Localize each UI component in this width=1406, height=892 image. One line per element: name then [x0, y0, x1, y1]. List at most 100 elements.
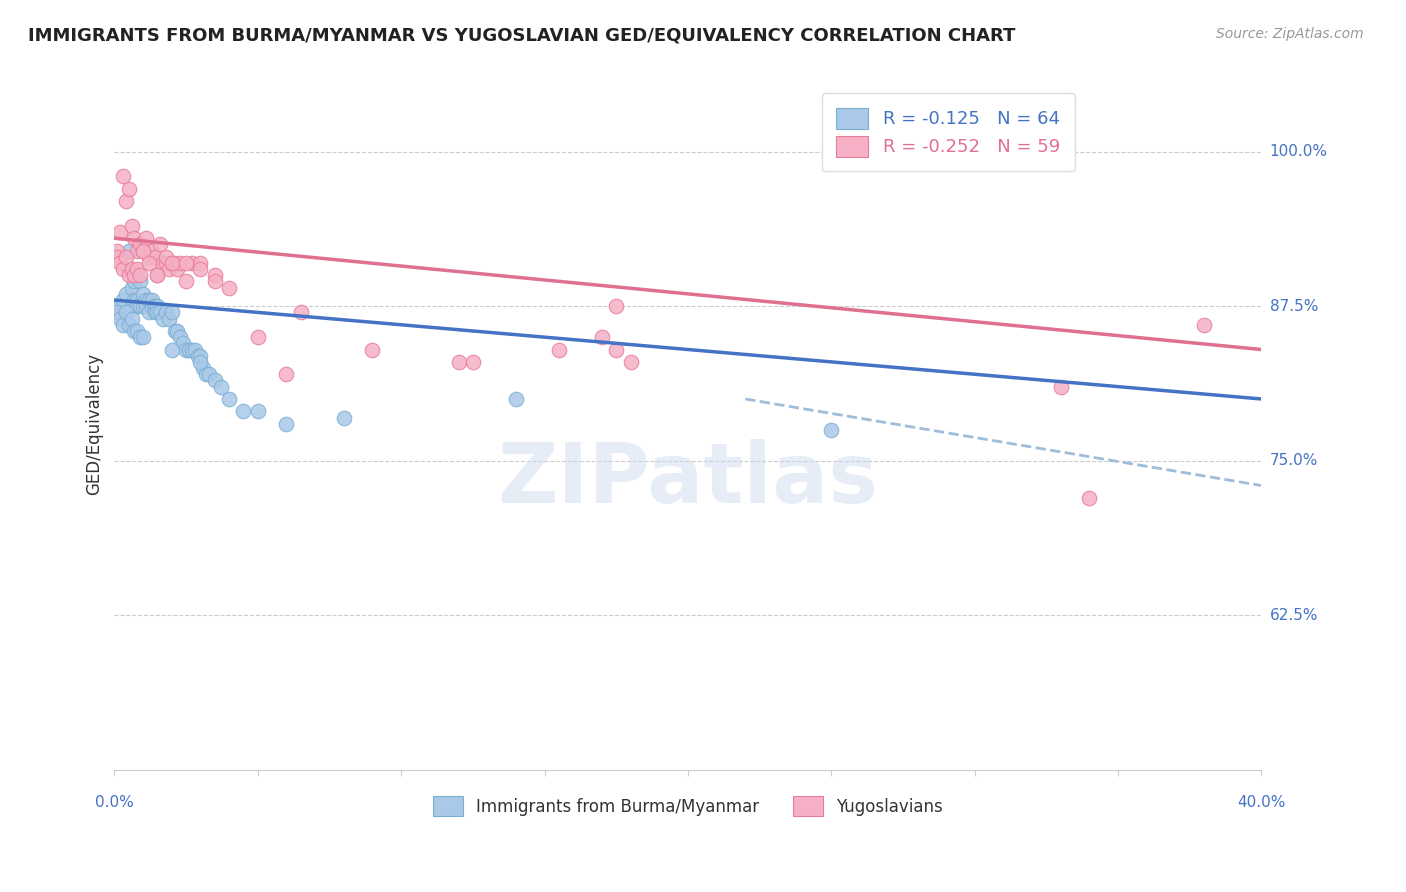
- Point: [146, 268, 169, 283]
- Point: [127, 293, 149, 307]
- Point: [190, 262, 212, 277]
- Point: [138, 250, 160, 264]
- Point: [209, 379, 232, 393]
- Point: [505, 392, 527, 406]
- Point: [115, 305, 138, 319]
- Point: [124, 275, 146, 289]
- Point: [135, 299, 157, 313]
- Point: [820, 423, 842, 437]
- Point: [141, 299, 163, 313]
- Point: [143, 250, 166, 264]
- Point: [333, 410, 356, 425]
- Point: [246, 404, 269, 418]
- Point: [143, 299, 166, 313]
- Point: [605, 343, 627, 357]
- Point: [160, 256, 183, 270]
- Point: [105, 305, 128, 319]
- Point: [190, 355, 212, 369]
- Point: [218, 392, 240, 406]
- Point: [149, 305, 172, 319]
- Point: [152, 311, 174, 326]
- Point: [108, 311, 131, 326]
- Text: 100.0%: 100.0%: [1270, 145, 1327, 159]
- Point: [547, 343, 569, 357]
- Point: [187, 349, 209, 363]
- Point: [141, 293, 163, 307]
- Point: [276, 417, 298, 431]
- Point: [246, 330, 269, 344]
- Point: [169, 330, 191, 344]
- Point: [447, 355, 470, 369]
- Text: Source: ZipAtlas.com: Source: ZipAtlas.com: [1216, 27, 1364, 41]
- Point: [105, 250, 128, 264]
- Point: [141, 244, 163, 258]
- Point: [127, 262, 149, 277]
- Point: [129, 268, 152, 283]
- Point: [461, 355, 484, 369]
- Point: [163, 324, 186, 338]
- Point: [146, 268, 169, 283]
- Point: [115, 194, 138, 208]
- Point: [152, 256, 174, 270]
- Y-axis label: GED/Equivalency: GED/Equivalency: [86, 352, 103, 495]
- Point: [204, 373, 226, 387]
- Point: [111, 262, 134, 277]
- Point: [124, 324, 146, 338]
- Point: [132, 286, 155, 301]
- Point: [149, 237, 172, 252]
- Point: [160, 305, 183, 319]
- Point: [121, 299, 143, 313]
- Point: [108, 225, 131, 239]
- Point: [127, 244, 149, 258]
- Point: [111, 293, 134, 307]
- Point: [190, 256, 212, 270]
- Point: [132, 244, 155, 258]
- Text: 0.0%: 0.0%: [96, 795, 134, 810]
- Point: [118, 318, 141, 332]
- Text: ZIPatlas: ZIPatlas: [498, 439, 879, 520]
- Point: [111, 318, 134, 332]
- Text: 40.0%: 40.0%: [1237, 795, 1285, 810]
- Point: [118, 182, 141, 196]
- Text: 75.0%: 75.0%: [1270, 453, 1317, 468]
- Point: [155, 305, 177, 319]
- Legend: Immigrants from Burma/Myanmar, Yugoslavians: Immigrants from Burma/Myanmar, Yugoslavi…: [425, 788, 952, 824]
- Point: [124, 293, 146, 307]
- Text: 87.5%: 87.5%: [1270, 299, 1317, 314]
- Point: [619, 355, 641, 369]
- Point: [198, 368, 221, 382]
- Point: [132, 330, 155, 344]
- Point: [129, 330, 152, 344]
- Point: [605, 299, 627, 313]
- Point: [591, 330, 613, 344]
- Point: [218, 281, 240, 295]
- Point: [155, 256, 177, 270]
- Point: [1049, 379, 1071, 393]
- Point: [193, 361, 215, 376]
- Point: [129, 275, 152, 289]
- Point: [180, 343, 202, 357]
- Point: [195, 368, 218, 382]
- Point: [166, 262, 188, 277]
- Point: [155, 250, 177, 264]
- Point: [157, 311, 180, 326]
- Point: [174, 343, 197, 357]
- Point: [135, 231, 157, 245]
- Point: [146, 299, 169, 313]
- Point: [172, 336, 194, 351]
- Point: [115, 250, 138, 264]
- Point: [232, 404, 254, 418]
- Point: [108, 256, 131, 270]
- Point: [160, 256, 183, 270]
- Point: [180, 256, 202, 270]
- Point: [111, 169, 134, 184]
- Point: [132, 244, 155, 258]
- Text: 62.5%: 62.5%: [1270, 608, 1319, 623]
- Point: [174, 275, 197, 289]
- Point: [124, 231, 146, 245]
- Point: [132, 299, 155, 313]
- Point: [169, 256, 191, 270]
- Point: [1192, 318, 1215, 332]
- Point: [1078, 491, 1101, 505]
- Point: [174, 256, 197, 270]
